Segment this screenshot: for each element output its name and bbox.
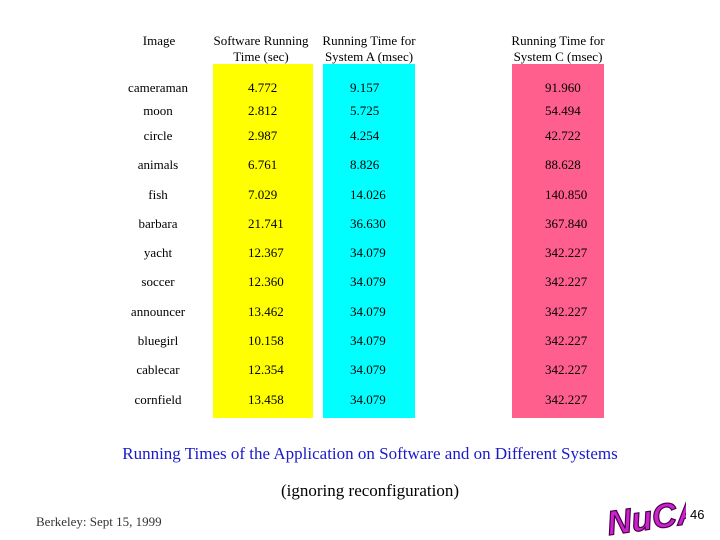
table-row: fish 7.029 14.026 140.850 — [0, 187, 720, 203]
software-time-cell: 13.458 — [248, 392, 284, 407]
system-a-time-cell: 34.079 — [350, 392, 386, 407]
software-time-cell: 7.029 — [248, 187, 278, 202]
slide-subcaption: (ignoring reconfiguration) — [281, 481, 459, 500]
software-column-band — [213, 64, 313, 418]
system-a-time-cell: 34.079 — [350, 304, 386, 319]
software-time-cell: 6.761 — [248, 157, 278, 172]
image-name-cell: cablecar — [136, 362, 180, 377]
table-row: yacht 12.367 34.079 342.227 — [0, 245, 720, 261]
image-name-cell: fish — [148, 187, 168, 202]
system-c-time-cell: 88.628 — [545, 157, 581, 172]
nucad-logo: NuCAD — [604, 490, 686, 536]
table-row: barbara 21.741 36.630 367.840 — [0, 216, 720, 232]
system-c-time-cell: 140.850 — [545, 187, 588, 202]
system-a-time-cell: 14.026 — [350, 187, 386, 202]
table-row: announcer 13.462 34.079 342.227 — [0, 304, 720, 320]
system-a-time-cell: 34.079 — [350, 245, 386, 260]
table-row: cameraman 4.772 9.157 91.960 — [0, 80, 720, 96]
system-a-time-cell: 36.630 — [350, 216, 386, 231]
system-a-time-cell: 5.725 — [350, 103, 380, 118]
image-name-cell: cornfield — [134, 392, 182, 407]
system-c-time-cell: 42.722 — [545, 128, 581, 143]
image-name-cell: animals — [137, 157, 179, 172]
system-c-time-cell: 342.227 — [545, 304, 588, 319]
system-a-time-cell: 4.254 — [350, 128, 380, 143]
system-a-time-cell: 34.079 — [350, 274, 386, 289]
system-c-time-cell: 342.227 — [545, 362, 588, 377]
header-system-a-time: Running Time for System A (msec) — [322, 33, 416, 64]
software-time-cell: 4.772 — [248, 80, 278, 95]
table-row: circle 2.987 4.254 42.722 — [0, 128, 720, 144]
image-name-cell: circle — [143, 128, 173, 143]
system-c-time-cell: 54.494 — [545, 103, 581, 118]
system-c-time-cell: 342.227 — [545, 333, 588, 348]
software-time-cell: 2.987 — [248, 128, 278, 143]
system-c-column-band — [512, 64, 604, 418]
table-row: cablecar 12.354 34.079 342.227 — [0, 362, 720, 378]
image-name-cell: barbara — [138, 216, 178, 231]
image-name-cell: cameraman — [128, 80, 188, 95]
software-time-cell: 10.158 — [248, 333, 284, 348]
page-number: 46 — [690, 507, 705, 522]
system-a-time-cell: 8.826 — [350, 157, 380, 172]
software-time-cell: 12.354 — [248, 362, 284, 377]
table-row: soccer 12.360 34.079 342.227 — [0, 274, 720, 290]
software-time-cell: 12.367 — [248, 245, 284, 260]
table-row: moon 2.812 5.725 54.494 — [0, 103, 720, 119]
logo-text: NuCAD — [605, 490, 686, 536]
image-name-cell: announcer — [130, 304, 186, 319]
table-row: animals 6.761 8.826 88.628 — [0, 157, 720, 173]
header-system-c-time: Running Time for System C (msec) — [511, 33, 605, 64]
footer-date: Berkeley: Sept 15, 1999 — [36, 514, 162, 529]
software-time-cell: 2.812 — [248, 103, 278, 118]
system-c-time-cell: 342.227 — [545, 392, 588, 407]
system-a-time-cell: 9.157 — [350, 80, 380, 95]
image-name-cell: moon — [143, 103, 173, 118]
table-row: bluegirl 10.158 34.079 342.227 — [0, 333, 720, 349]
software-time-cell: 12.360 — [248, 274, 284, 289]
system-a-time-cell: 34.079 — [350, 362, 386, 377]
header-software-time: Software Running Time (sec) — [213, 33, 309, 64]
image-name-cell: soccer — [141, 274, 175, 289]
system-a-column-band — [323, 64, 415, 418]
system-c-time-cell: 342.227 — [545, 245, 588, 260]
system-c-time-cell: 91.960 — [545, 80, 581, 95]
slide-caption: Running Times of the Application on Soft… — [122, 444, 618, 463]
image-name-cell: yacht — [143, 245, 173, 260]
system-c-time-cell: 342.227 — [545, 274, 588, 289]
image-name-cell: bluegirl — [137, 333, 179, 348]
header-image: Image — [142, 33, 176, 48]
system-c-time-cell: 367.840 — [545, 216, 588, 231]
system-a-time-cell: 34.079 — [350, 333, 386, 348]
table-row: cornfield 13.458 34.079 342.227 — [0, 392, 720, 408]
software-time-cell: 21.741 — [248, 216, 284, 231]
software-time-cell: 13.462 — [248, 304, 284, 319]
